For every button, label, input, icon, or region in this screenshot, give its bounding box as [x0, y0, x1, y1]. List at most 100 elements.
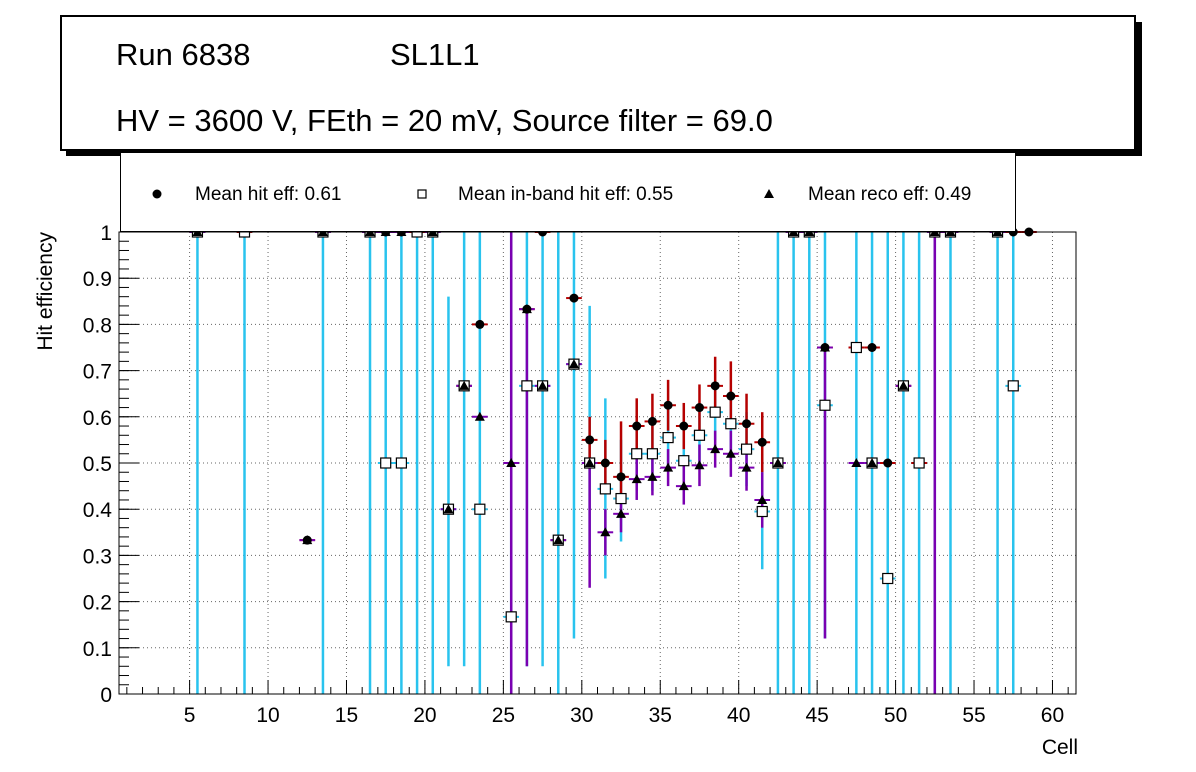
hit-eff-point	[663, 400, 673, 410]
reco-eff-point	[647, 471, 658, 481]
hit-eff-point	[710, 381, 720, 391]
reco-eff-point	[537, 380, 548, 390]
inband-eff-point	[819, 399, 831, 411]
inband-eff-point	[395, 457, 407, 469]
legend-inband-marker	[417, 189, 427, 199]
legend-hit-label: Mean hit eff: 0.61	[195, 184, 342, 205]
reco-eff-point	[459, 380, 470, 390]
y-tick-label: 0.9	[83, 268, 112, 291]
inband-eff-point	[631, 448, 643, 460]
reco-eff-point	[772, 458, 783, 467]
legend-inband-label: Mean in-band hit eff: 0.55	[458, 184, 674, 205]
reco-eff-point	[506, 458, 517, 467]
reco-eff-point	[553, 535, 564, 545]
y-tick-label: 0.6	[83, 407, 112, 430]
inband-eff-point	[882, 572, 894, 585]
hit-eff-point	[569, 293, 579, 303]
hit-eff-point	[647, 416, 657, 426]
reco-eff-point	[663, 462, 674, 472]
hit-eff-point	[742, 419, 752, 429]
reco-eff-point	[521, 304, 532, 314]
reco-eff-point	[443, 504, 454, 514]
inband-eff-point	[505, 611, 517, 623]
x-tick-label: 30	[570, 704, 593, 727]
inband-eff-point	[646, 448, 659, 460]
run-label: Run 6838	[116, 37, 251, 72]
reco-eff-point	[302, 535, 313, 545]
layer-label: SL1L1	[390, 37, 480, 72]
x-tick-label: 40	[727, 704, 750, 727]
hit-eff-point	[585, 435, 595, 445]
x-tick-label: 10	[256, 704, 279, 727]
hit-eff-point	[757, 437, 767, 447]
inband-eff-point	[662, 431, 674, 444]
inband-eff-point	[678, 455, 690, 467]
hit-eff-point	[726, 391, 736, 401]
hit-eff-point	[679, 421, 689, 431]
info-box: Run 6838 SL1L1 HV = 3600 V, FEth = 20 mV…	[60, 15, 1136, 151]
y-tick-label: 0.4	[83, 499, 113, 522]
x-tick-label: 15	[335, 704, 358, 727]
y-axis-label: Hit efficiency	[34, 232, 57, 351]
legend: Mean hit eff: 0.61 Mean in-band hit eff:…	[120, 153, 1016, 232]
reco-eff-point	[584, 458, 595, 467]
inband-eff-point	[599, 483, 611, 495]
reco-eff-point	[678, 481, 689, 491]
legend-markers	[152, 189, 774, 199]
inband-eff-point	[693, 429, 706, 441]
hit-eff-point	[883, 458, 893, 468]
legend-reco-marker	[764, 189, 774, 198]
reco-eff-point	[616, 508, 627, 518]
reco-eff-point	[631, 474, 642, 484]
x-tick-label: 60	[1041, 704, 1064, 727]
y-tick-label: 0.7	[83, 361, 112, 384]
y-tick-label: 0.8	[83, 314, 112, 337]
inband-eff-point	[725, 418, 737, 430]
y-tick-label: 0.2	[83, 592, 112, 615]
hit-eff-point	[475, 319, 485, 329]
reco-eff-point	[600, 527, 611, 537]
hit-eff-point	[616, 472, 626, 482]
reco-eff-point	[819, 342, 830, 352]
hit-eff-point	[632, 421, 642, 431]
reco-eff-point	[898, 380, 909, 390]
inband-eff-point	[521, 380, 533, 392]
inband-eff-point	[709, 406, 721, 418]
inband-eff-point	[615, 492, 627, 505]
reco-eff-point	[867, 458, 878, 467]
error-bars	[189, 231, 1037, 694]
legend-hit-marker	[152, 189, 162, 199]
x-tick-label: 55	[962, 704, 985, 727]
conditions-label: HV = 3600 V, FEth = 20 mV, Source filter…	[116, 103, 773, 138]
hit-eff-point	[694, 403, 704, 413]
inband-eff-point	[756, 505, 768, 518]
reco-eff-point	[568, 359, 579, 369]
y-tick-label: 0	[100, 684, 112, 707]
reco-eff-point	[725, 448, 736, 458]
x-tick-label: 25	[492, 704, 515, 727]
inband-eff-point	[1007, 380, 1019, 392]
x-tick-label: 20	[413, 704, 436, 727]
reco-eff-point	[851, 458, 862, 467]
x-tick-label: 5	[184, 704, 196, 727]
x-axis-label: Cell	[1042, 736, 1078, 759]
hit-eff-point	[600, 458, 610, 468]
x-tick-label: 45	[805, 704, 828, 727]
reco-eff-point	[694, 460, 705, 470]
inband-eff-point	[380, 457, 392, 469]
hit-eff-point	[867, 343, 877, 352]
x-tick-label: 50	[884, 704, 907, 727]
x-tick-label: 35	[649, 704, 672, 727]
inband-eff-point	[740, 443, 753, 455]
inband-eff-point	[474, 503, 486, 515]
axis-ticks	[119, 231, 1069, 695]
inband-eff-point	[913, 457, 925, 469]
data-markers	[191, 226, 1034, 623]
y-tick-label: 0.5	[83, 453, 112, 476]
reco-eff-point	[474, 411, 485, 421]
tick-labels: 5 10 15 20 25 30 35 40 45 50 55 60 0 0.1 0.2 0.3 0.4 0.5 0…	[83, 222, 1064, 727]
legend-reco-label: Mean reco eff: 0.49	[808, 184, 972, 205]
y-tick-label: 0.3	[83, 545, 112, 568]
inband-eff-point	[850, 341, 862, 354]
